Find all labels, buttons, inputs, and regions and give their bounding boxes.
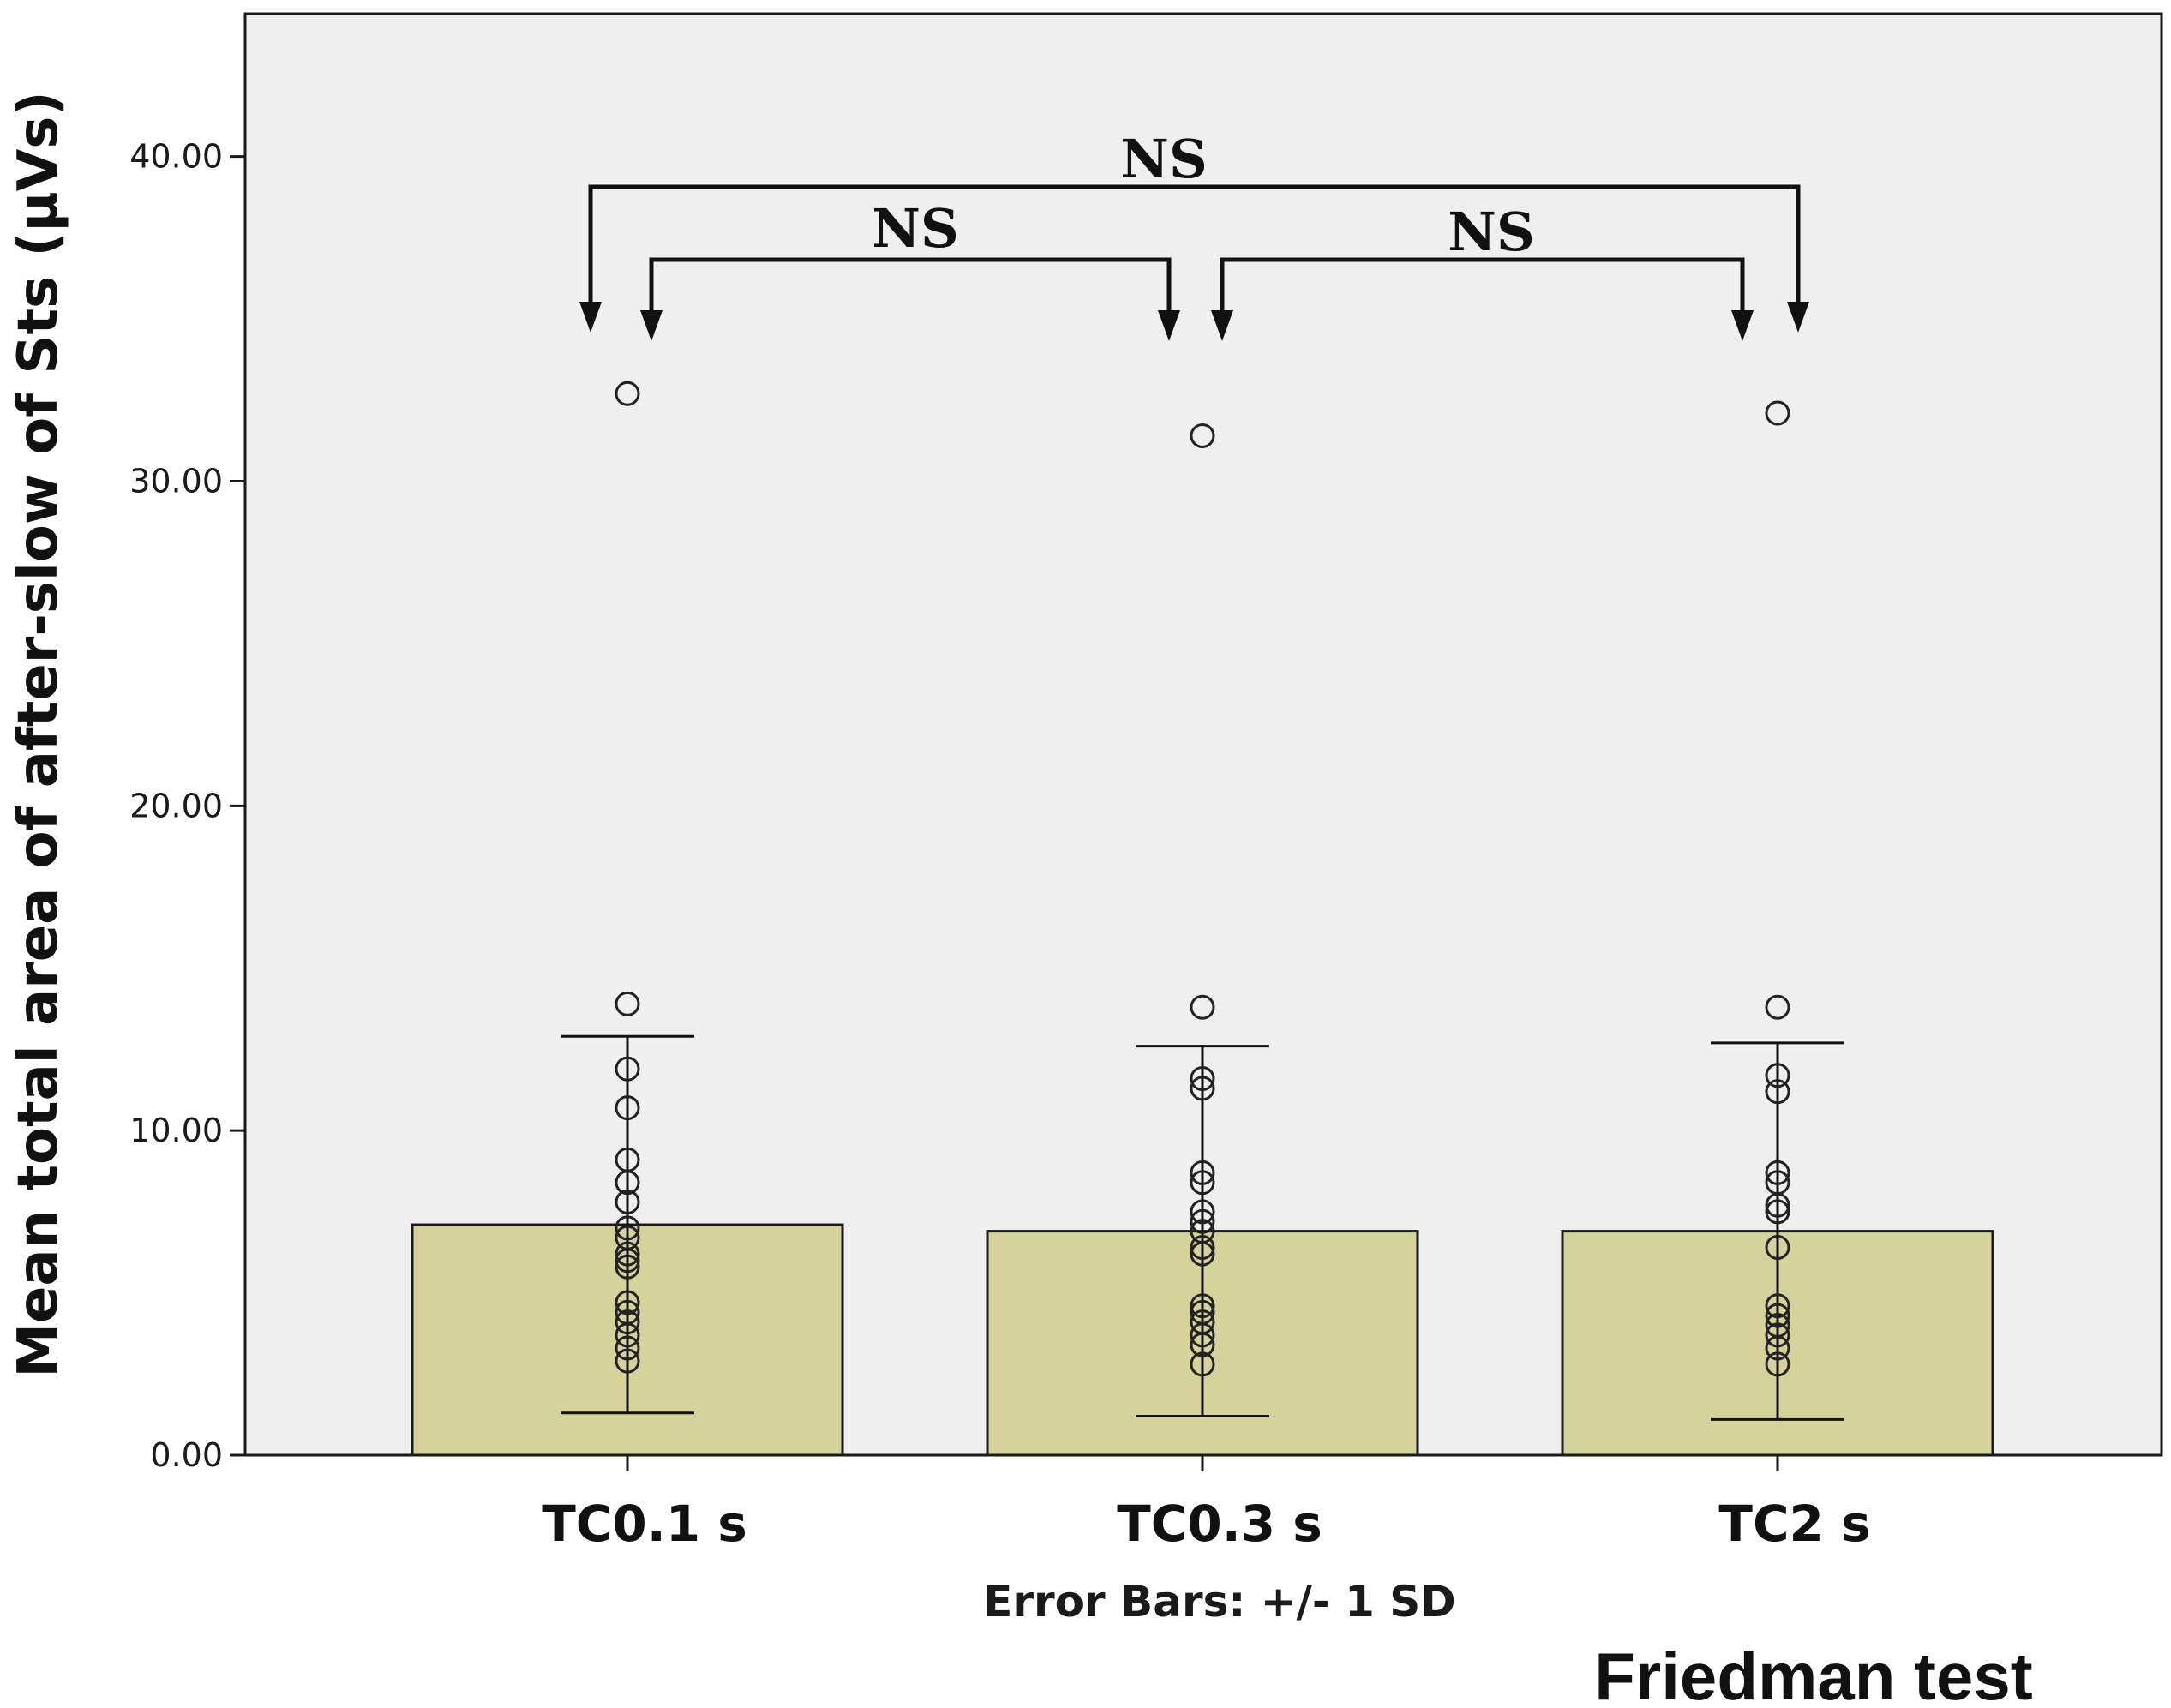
axes: 0.00 10.00 20.00 30.00 40.00 TC0.1 s TC0.3 s TC… xyxy=(129,14,2162,1553)
y-tick-label: 0.00 xyxy=(150,1436,223,1474)
bracket-arrow-2-1 xyxy=(640,310,663,341)
data-point xyxy=(615,381,640,406)
bracket-arrow-1-1 xyxy=(579,302,602,333)
data-point xyxy=(1765,1199,1790,1225)
data-point xyxy=(1765,1079,1790,1105)
bracket-arrow-2-2 xyxy=(1158,310,1180,341)
data-point xyxy=(615,1322,640,1348)
y-axis-label: Mean total area of after-slow of Sts (µV… xyxy=(7,91,70,1377)
data-point xyxy=(1190,994,1215,1020)
x-tick-label: TC0.3 s xyxy=(1117,1495,1322,1553)
data-point xyxy=(1765,1322,1790,1348)
data-point xyxy=(1765,1160,1790,1185)
y-tick-label: 20.00 xyxy=(129,787,223,824)
data-point xyxy=(1190,1076,1215,1101)
friedman-test-label: Friedman test xyxy=(1594,1639,2032,1708)
data-point xyxy=(1765,994,1790,1020)
data-point xyxy=(615,1095,640,1121)
data-point xyxy=(615,1348,640,1374)
data-point xyxy=(1190,423,1215,448)
bracket-line-3 xyxy=(1220,257,1745,324)
data-point xyxy=(1190,1293,1215,1319)
data-point xyxy=(615,1309,640,1335)
x-tick-label: TC0.1 s xyxy=(542,1495,747,1553)
error-bars-note: Error Bars: +/- 1 SD xyxy=(983,1577,1456,1627)
bracket-arrow-3-2 xyxy=(1731,310,1754,341)
significance-label: NS xyxy=(1120,128,1207,190)
data-point xyxy=(615,1170,640,1196)
data-point xyxy=(615,1215,640,1241)
data-point xyxy=(615,1254,640,1280)
data-point xyxy=(615,1241,640,1267)
data-point xyxy=(1190,1241,1215,1267)
data-point xyxy=(1190,1235,1215,1261)
data-point xyxy=(1190,1066,1215,1092)
data-point xyxy=(1765,1351,1790,1377)
bracket-arrow-3-1 xyxy=(1211,310,1233,341)
data-point xyxy=(1765,1303,1790,1328)
data-point xyxy=(1190,1160,1215,1185)
data-point xyxy=(615,1248,640,1274)
error-bars-group xyxy=(561,1034,1844,1421)
x-tick-label: TC2 s xyxy=(1718,1495,1870,1553)
data-point xyxy=(1190,1170,1215,1196)
data-point xyxy=(1190,1208,1215,1234)
significance-label: NS xyxy=(872,197,958,260)
data-point xyxy=(615,991,640,1016)
y-tick-label: 40.00 xyxy=(129,138,223,176)
data-point xyxy=(1190,1332,1215,1357)
points-group xyxy=(615,381,1790,1377)
data-point xyxy=(615,1290,640,1315)
bracket-line-2 xyxy=(649,257,1172,324)
data-point xyxy=(1765,1192,1790,1218)
data-point xyxy=(1765,1335,1790,1361)
data-point xyxy=(615,1056,640,1082)
data-point xyxy=(1190,1322,1215,1348)
bracket-line-1 xyxy=(588,184,1801,315)
data-point xyxy=(1765,1063,1790,1088)
data-point xyxy=(1765,1293,1790,1319)
bracket-arrow-1-2 xyxy=(1787,302,1809,333)
y-tick-label: 10.00 xyxy=(129,1112,223,1149)
data-point xyxy=(1765,400,1790,426)
data-point xyxy=(615,1335,640,1361)
y-tick-label: 30.00 xyxy=(129,463,223,500)
data-point xyxy=(615,1190,640,1215)
significance-brackets: NS NS NS xyxy=(579,128,1809,341)
significance-label: NS xyxy=(1448,201,1534,263)
data-point xyxy=(1765,1235,1790,1261)
data-point xyxy=(1190,1351,1215,1377)
data-point xyxy=(1190,1199,1215,1225)
